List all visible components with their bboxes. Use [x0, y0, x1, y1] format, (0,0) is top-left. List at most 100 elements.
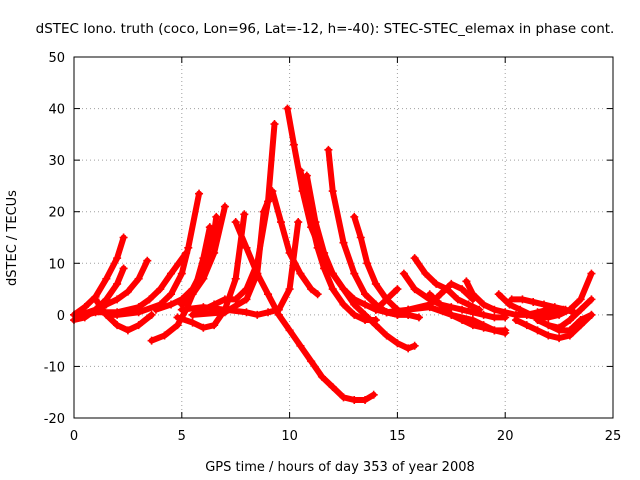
data-point [361, 300, 370, 309]
data-point [296, 269, 305, 278]
data-point [294, 218, 303, 227]
data-point [447, 310, 456, 319]
data-point [102, 300, 111, 309]
data-point [339, 393, 348, 402]
data-point [550, 303, 559, 312]
series-line [92, 296, 155, 334]
data-point [199, 303, 208, 312]
data-point [555, 326, 564, 335]
data-point [270, 120, 279, 129]
y-tick-label: 40 [48, 103, 65, 118]
data-point [324, 145, 333, 154]
data-point [212, 212, 221, 221]
data-point [276, 218, 285, 227]
data-point [414, 313, 423, 322]
data-point [143, 256, 152, 265]
data-point [231, 274, 240, 283]
data-point [160, 331, 169, 340]
x-tick-label: 0 [70, 429, 78, 444]
data-point [296, 166, 305, 175]
data-point [350, 310, 359, 319]
data-point [147, 310, 156, 319]
data-point [199, 323, 208, 332]
data-point [231, 295, 240, 304]
data-point [350, 212, 359, 221]
data-point [587, 310, 596, 319]
data-point [371, 316, 380, 325]
data-point [91, 308, 100, 317]
data-point [74, 313, 83, 322]
data-point [371, 279, 380, 288]
data-point [285, 248, 294, 257]
data-point [188, 310, 197, 319]
data-point [507, 295, 516, 304]
data-point [453, 295, 462, 304]
series-25 [425, 290, 510, 335]
data-point [425, 303, 434, 312]
y-tick-label: -10 [44, 360, 65, 375]
data-point [468, 290, 477, 299]
data-point [113, 279, 122, 288]
data-point [184, 243, 193, 252]
data-point [151, 305, 160, 314]
data-point [490, 326, 499, 335]
data-point [264, 308, 273, 317]
data-point [436, 300, 445, 309]
data-point [328, 269, 337, 278]
data-point [240, 210, 249, 219]
data-point [242, 308, 251, 317]
data-point [410, 254, 419, 263]
data-point [173, 313, 182, 322]
data-point [167, 290, 176, 299]
data-point [382, 295, 391, 304]
data-point [134, 308, 143, 317]
data-point [522, 321, 531, 330]
data-point [283, 104, 292, 113]
data-point [382, 308, 391, 317]
x-tick-label: 5 [178, 429, 186, 444]
data-point [328, 187, 337, 196]
data-point [369, 390, 378, 399]
series-9 [177, 202, 229, 309]
series-line [400, 270, 509, 321]
data-point [479, 310, 488, 319]
data-point [410, 285, 419, 294]
data-point [156, 285, 165, 294]
data-point [516, 305, 525, 314]
data-point [576, 316, 585, 325]
series-line [71, 234, 127, 318]
data-point [220, 202, 229, 211]
y-tick-label: -20 [44, 412, 65, 427]
data-point [167, 269, 176, 278]
data-point [285, 326, 294, 335]
data-point [113, 295, 122, 304]
data-point [555, 334, 564, 343]
y-tick-labels: -20 -10 0 10 20 30 40 50 [44, 51, 65, 427]
y-tick-label: 10 [48, 257, 65, 272]
data-point [458, 285, 467, 294]
data-point [119, 233, 128, 242]
data-point [447, 303, 456, 312]
data-point [320, 264, 329, 273]
data-point [421, 269, 430, 278]
data-point [264, 290, 273, 299]
data-point [479, 323, 488, 332]
data-point [102, 310, 111, 319]
data-point [361, 290, 370, 299]
x-tick-label: 10 [281, 429, 298, 444]
data-point [544, 331, 553, 340]
x-tick-label: 20 [497, 429, 514, 444]
data-point [432, 279, 441, 288]
data-point [339, 285, 348, 294]
data-point [302, 171, 311, 180]
data-point [80, 303, 89, 312]
data-point [195, 189, 204, 198]
data-point [565, 316, 574, 325]
x-axis-label: GPS time / hours of day 353 of year 2008 [205, 460, 475, 475]
data-point [576, 305, 585, 314]
y-axis-label: dSTEC / TECUs [5, 190, 20, 286]
data-point [382, 331, 391, 340]
data-point [350, 395, 359, 404]
data-point [533, 326, 542, 335]
data-point [119, 264, 128, 273]
